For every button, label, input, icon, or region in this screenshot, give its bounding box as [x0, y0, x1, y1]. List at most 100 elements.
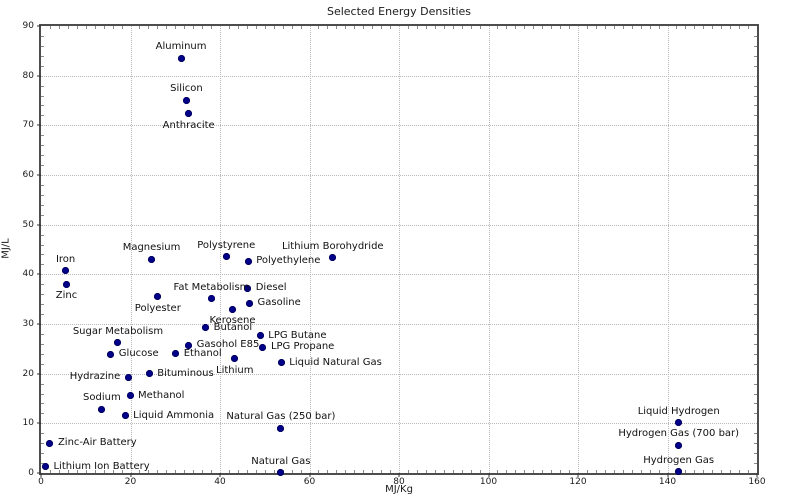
x-minor-tick	[381, 470, 383, 473]
gridline-horizontal	[41, 323, 757, 325]
x-axis-tick-label: 100	[479, 477, 498, 487]
x-minor-tick	[595, 26, 597, 29]
y-minor-tick	[754, 413, 757, 415]
y-axis-tick-label: 60	[22, 169, 34, 180]
x-minor-tick	[649, 26, 651, 29]
x-minor-tick	[390, 470, 392, 473]
point-label: Sodium	[83, 392, 121, 404]
x-minor-tick	[175, 470, 177, 473]
x-minor-tick	[76, 470, 78, 473]
point-label: Hydrogen Gas (700 bar)	[618, 428, 740, 440]
chart-title: Selected Energy Densities	[326, 5, 472, 18]
x-minor-tick	[336, 470, 338, 473]
point-marker	[98, 405, 106, 413]
x-minor-tick	[631, 470, 633, 473]
x-minor-tick	[730, 26, 732, 29]
plot-area: 0 20 40 60 80 100 120 140 160 0 10 20 30 40 50 60 70 80 90…	[23, 21, 766, 487]
x-minor-tick	[49, 26, 51, 29]
x-minor-tick	[470, 26, 472, 29]
y-minor-tick	[41, 383, 44, 385]
x-minor-tick	[85, 26, 87, 29]
point-marker	[46, 439, 54, 447]
x-minor-tick	[237, 470, 239, 473]
point-marker	[154, 293, 162, 301]
y-minor-tick	[754, 204, 757, 206]
y-minor-tick	[41, 363, 44, 365]
y-minor-tick	[41, 204, 44, 206]
x-minor-tick	[175, 26, 177, 29]
x-minor-tick	[103, 470, 105, 473]
x-minor-tick	[94, 26, 96, 29]
x-axis-tick	[130, 473, 131, 477]
x-axis-tick	[756, 473, 758, 477]
y-minor-tick	[41, 244, 44, 246]
gridline-vertical	[130, 26, 132, 473]
point-label: Polyester	[134, 302, 181, 314]
x-minor-tick	[533, 26, 535, 29]
point-label: Aluminum	[155, 41, 207, 53]
x-minor-tick	[613, 470, 615, 473]
y-minor-tick	[41, 284, 44, 286]
y-minor-tick	[41, 353, 44, 355]
y-minor-tick	[754, 443, 757, 445]
x-minor-tick	[560, 26, 562, 29]
x-minor-tick	[461, 26, 463, 29]
point-label: Glucose	[118, 348, 159, 360]
y-minor-tick	[754, 155, 757, 157]
y-axis-tick-label: 40	[22, 269, 34, 280]
x-axis-tick-label: 40	[214, 477, 226, 487]
x-axis-tick	[309, 473, 310, 477]
x-minor-tick	[166, 470, 168, 473]
y-axis-tick-label: 0	[28, 468, 34, 478]
y-minor-tick	[754, 135, 757, 137]
y-minor-tick	[754, 214, 757, 216]
y-minor-tick	[754, 403, 757, 405]
y-minor-tick	[41, 403, 44, 405]
y-minor-tick	[754, 264, 757, 266]
x-axis-tick-label: 80	[393, 477, 405, 487]
y-axis-tick-label: 90	[22, 21, 34, 31]
point-label: Magnesium	[122, 242, 181, 254]
gridline-horizontal	[41, 423, 757, 425]
y-minor-tick	[754, 254, 757, 256]
x-minor-tick	[551, 470, 553, 473]
y-minor-tick	[41, 393, 44, 395]
point-marker	[207, 295, 215, 303]
point-marker	[182, 96, 190, 104]
point-marker	[256, 332, 264, 340]
point-label: Natural Gas	[251, 455, 311, 467]
gridline-vertical	[220, 26, 221, 473]
y-axis-tick-label: 50	[22, 219, 34, 230]
y-minor-tick	[41, 35, 44, 37]
x-minor-tick	[730, 470, 732, 473]
y-minor-tick	[754, 453, 757, 455]
x-axis-tick	[219, 473, 221, 477]
x-minor-tick	[640, 470, 642, 473]
y-axis-tick	[37, 373, 41, 375]
x-minor-tick	[586, 26, 588, 29]
x-axis-tick-label: 20	[124, 477, 137, 487]
point-label: Bituminous	[157, 367, 214, 379]
point-marker	[185, 110, 193, 118]
x-minor-tick	[676, 26, 678, 29]
point-label: Gasoline	[257, 297, 301, 309]
x-minor-tick	[228, 26, 230, 29]
y-minor-tick	[41, 234, 44, 236]
y-minor-tick	[754, 333, 757, 335]
x-minor-tick	[273, 26, 275, 29]
y-axis-tick	[37, 25, 41, 27]
point-label: Ethanol	[183, 347, 222, 359]
x-minor-tick	[569, 26, 571, 29]
point-marker	[329, 254, 337, 262]
point-label: Butanol	[213, 321, 253, 333]
y-minor-tick	[41, 45, 44, 47]
x-minor-tick	[497, 26, 499, 29]
y-minor-tick	[754, 45, 757, 47]
y-minor-tick	[41, 453, 44, 455]
gridline-vertical	[667, 26, 669, 473]
gridline-horizontal	[41, 125, 757, 127]
x-minor-tick	[497, 470, 499, 473]
y-axis-tick	[37, 323, 41, 325]
x-minor-tick	[515, 26, 517, 29]
x-minor-tick	[604, 470, 606, 473]
